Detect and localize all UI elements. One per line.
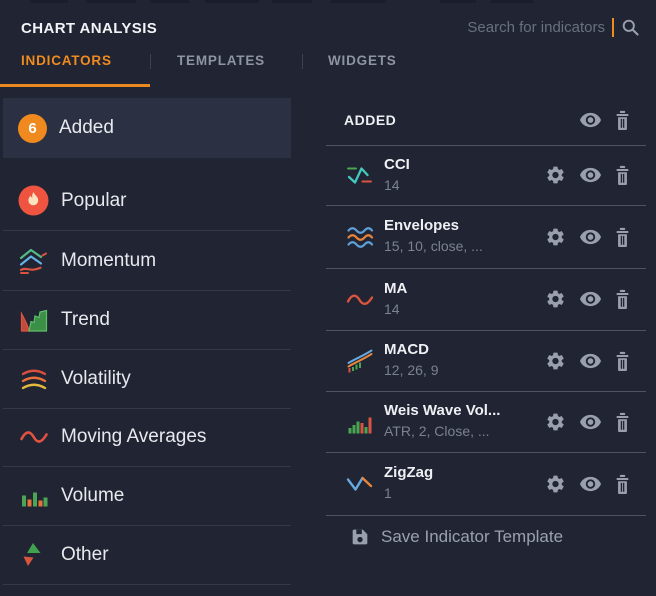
toggle-visibility-icon[interactable] <box>578 409 603 434</box>
search-icon[interactable] <box>621 18 640 37</box>
indicator-name: CCI <box>384 155 410 173</box>
sidebar-item-label: Added <box>59 117 114 138</box>
search-placeholder: Search for indicators <box>467 19 605 36</box>
divider <box>326 330 646 331</box>
tab-divider <box>150 54 151 69</box>
sidebar-item-momentum[interactable]: Momentum <box>3 231 291 290</box>
settings-icon[interactable] <box>545 165 566 186</box>
indicator-row-cci[interactable]: CCI 14 <box>330 145 656 205</box>
sidebar-item-label: Volume <box>61 485 125 506</box>
sidebar-item-volume[interactable]: Volume <box>3 467 291 525</box>
added-list-header: ADDED <box>330 95 656 145</box>
envelopes-icon <box>347 226 374 248</box>
delete-icon[interactable] <box>613 165 632 186</box>
delete-icon[interactable] <box>613 226 632 247</box>
divider <box>3 584 291 585</box>
text-cursor <box>612 18 614 37</box>
settings-icon[interactable] <box>545 350 566 371</box>
settings-icon[interactable] <box>545 289 566 310</box>
tab-indicators[interactable]: INDICATORS <box>21 53 112 68</box>
delete-icon[interactable] <box>613 289 632 310</box>
toggle-visibility-icon[interactable] <box>578 348 603 373</box>
page-title: CHART ANALYSIS <box>21 20 158 37</box>
indicator-name: Envelopes <box>384 217 460 235</box>
ma-icon <box>346 294 374 306</box>
sidebar-item-label: Momentum <box>61 249 157 271</box>
divider <box>3 349 291 350</box>
divider <box>3 290 291 291</box>
tab-widgets[interactable]: WIDGETS <box>328 53 397 68</box>
other-icon <box>18 540 49 571</box>
sidebar-item-label: Popular <box>61 189 127 211</box>
flame-icon <box>18 185 49 216</box>
sidebar-item-trend[interactable]: Trend <box>3 290 291 349</box>
indicator-params: 1 <box>384 485 392 502</box>
divider <box>326 452 646 453</box>
sidebar-item-label: Trend <box>61 308 110 330</box>
indicator-row-macd[interactable]: MACD 12, 26, 9 <box>330 330 656 391</box>
moving-averages-icon <box>18 422 49 453</box>
volume-icon <box>18 481 49 512</box>
settings-icon[interactable] <box>545 226 566 247</box>
toggle-visibility-icon[interactable] <box>578 224 603 249</box>
settings-icon[interactable] <box>545 473 566 494</box>
indicator-params: 14 <box>384 300 400 317</box>
indicator-name: Weis Wave Vol... <box>384 402 501 420</box>
added-header-label: ADDED <box>344 112 397 128</box>
divider <box>326 515 646 516</box>
sidebar-item-moving-averages[interactable]: Moving Averages <box>3 408 291 466</box>
indicator-params: 14 <box>384 176 400 193</box>
active-tab-underline <box>0 84 150 87</box>
save-indicator-template-button[interactable]: Save Indicator Template <box>330 515 656 559</box>
indicator-params: 12, 26, 9 <box>384 362 439 379</box>
save-icon <box>352 529 368 545</box>
cci-icon <box>347 167 372 184</box>
added-count-badge: 6 <box>18 113 47 143</box>
delete-icon[interactable] <box>613 473 632 494</box>
indicator-row-zigzag[interactable]: ZigZag 1 <box>330 452 656 515</box>
trend-icon <box>18 304 49 335</box>
sidebar-item-popular[interactable]: Popular <box>3 171 291 230</box>
divider <box>3 230 291 231</box>
delete-all-icon[interactable] <box>613 110 632 131</box>
indicator-row-envelopes[interactable]: Envelopes 15, 10, close, ... <box>330 205 656 268</box>
divider <box>3 525 291 526</box>
delete-icon[interactable] <box>613 411 632 432</box>
indicator-params: 15, 10, close, ... <box>384 238 483 255</box>
toggle-visibility-icon[interactable] <box>578 471 603 496</box>
divider <box>326 145 646 146</box>
tab-divider <box>302 54 303 69</box>
divider <box>3 408 291 409</box>
divider <box>3 466 291 467</box>
indicator-params: ATR, 2, Close, ... <box>384 423 490 440</box>
settings-icon[interactable] <box>545 411 566 432</box>
divider <box>326 268 646 269</box>
sidebar-item-added[interactable]: 6 Added <box>3 98 291 158</box>
search-input[interactable]: Search for indicators <box>467 18 640 37</box>
delete-icon[interactable] <box>613 350 632 371</box>
tab-templates[interactable]: TEMPLATES <box>177 53 265 68</box>
volatility-icon <box>18 363 49 394</box>
indicator-row-ma[interactable]: MA 14 <box>330 268 656 330</box>
sidebar-item-label: Moving Averages <box>61 426 207 447</box>
indicator-name: MA <box>384 279 408 297</box>
sidebar-item-label: Volatility <box>61 367 131 389</box>
zigzag-icon <box>346 476 373 491</box>
indicator-row-weis-wave[interactable]: Weis Wave Vol... ATR, 2, Close, ... <box>330 391 656 452</box>
sidebar-item-other[interactable]: Other <box>3 526 291 584</box>
weis-wave-icon <box>348 417 372 433</box>
sidebar-item-volatility[interactable]: Volatility <box>3 349 291 408</box>
divider <box>326 205 646 206</box>
toggle-visibility-icon[interactable] <box>578 287 603 312</box>
divider <box>326 391 646 392</box>
toggle-visibility-icon[interactable] <box>578 163 603 188</box>
save-indicator-template-label: Save Indicator Template <box>381 527 564 546</box>
sidebar-item-label: Other <box>61 544 109 565</box>
momentum-icon <box>18 245 49 276</box>
toggle-visibility-all-icon[interactable] <box>578 108 603 133</box>
indicator-name: ZigZag <box>384 464 434 482</box>
macd-icon <box>347 349 373 372</box>
added-count: 6 <box>28 119 37 137</box>
indicator-name: MACD <box>384 341 429 359</box>
